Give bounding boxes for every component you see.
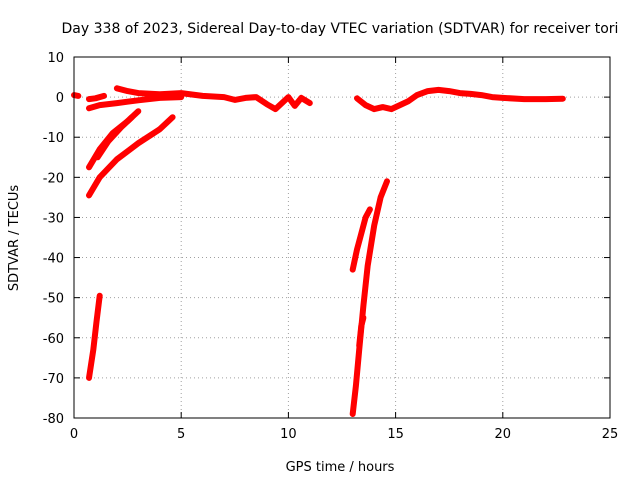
y-tick-label: -80 (43, 412, 64, 427)
y-tick-label: -20 (43, 171, 64, 186)
x-tick-label: 0 (70, 427, 78, 442)
sdtvar-trace-1 (71, 92, 82, 99)
axis-ticks: 0 5 10 15 20 25 10 0 -10 -20 -30 -40 -50 -60 -70 -80 (43, 51, 619, 442)
x-tick-label: 15 (387, 427, 404, 442)
y-tick-label: -50 (43, 292, 64, 307)
y-tick-label: -30 (43, 211, 64, 226)
x-tick-label: 20 (495, 427, 512, 442)
sdtvar-trace-8 (86, 292, 103, 381)
sdtvar-trace-9 (349, 178, 390, 417)
y-tick-label: -70 (43, 372, 64, 387)
sdtvar-trace-4 (113, 85, 313, 113)
sdtvar-trace-12 (354, 86, 566, 113)
plot-frame (73, 56, 611, 419)
x-tick-label: 5 (177, 427, 185, 442)
x-axis-label: GPS time / hours (286, 460, 395, 475)
sdtvar-trace-7 (86, 114, 176, 199)
y-tick-label: 10 (47, 51, 64, 66)
y-axis-label: SDTVAR / TECUs (7, 185, 22, 292)
x-tick-label: 25 (602, 427, 619, 442)
grid (74, 57, 610, 418)
y-tick-label: -60 (43, 332, 64, 347)
y-tick-label: -40 (43, 252, 64, 267)
y-tick-label: 0 (56, 91, 64, 106)
sdtvar-trace-10 (349, 206, 373, 273)
sdtvar-trace-6 (94, 114, 135, 161)
x-tick-label: 10 (280, 427, 297, 442)
data-traces (71, 85, 566, 417)
y-tick-label: -10 (43, 131, 64, 146)
sdtvar-trace-2 (86, 92, 107, 103)
sdtvar-trace-3 (86, 94, 185, 112)
sdtvar-trace-11 (356, 314, 367, 349)
chart-title: Day 338 of 2023, Sidereal Day-to-day VTE… (62, 21, 619, 37)
